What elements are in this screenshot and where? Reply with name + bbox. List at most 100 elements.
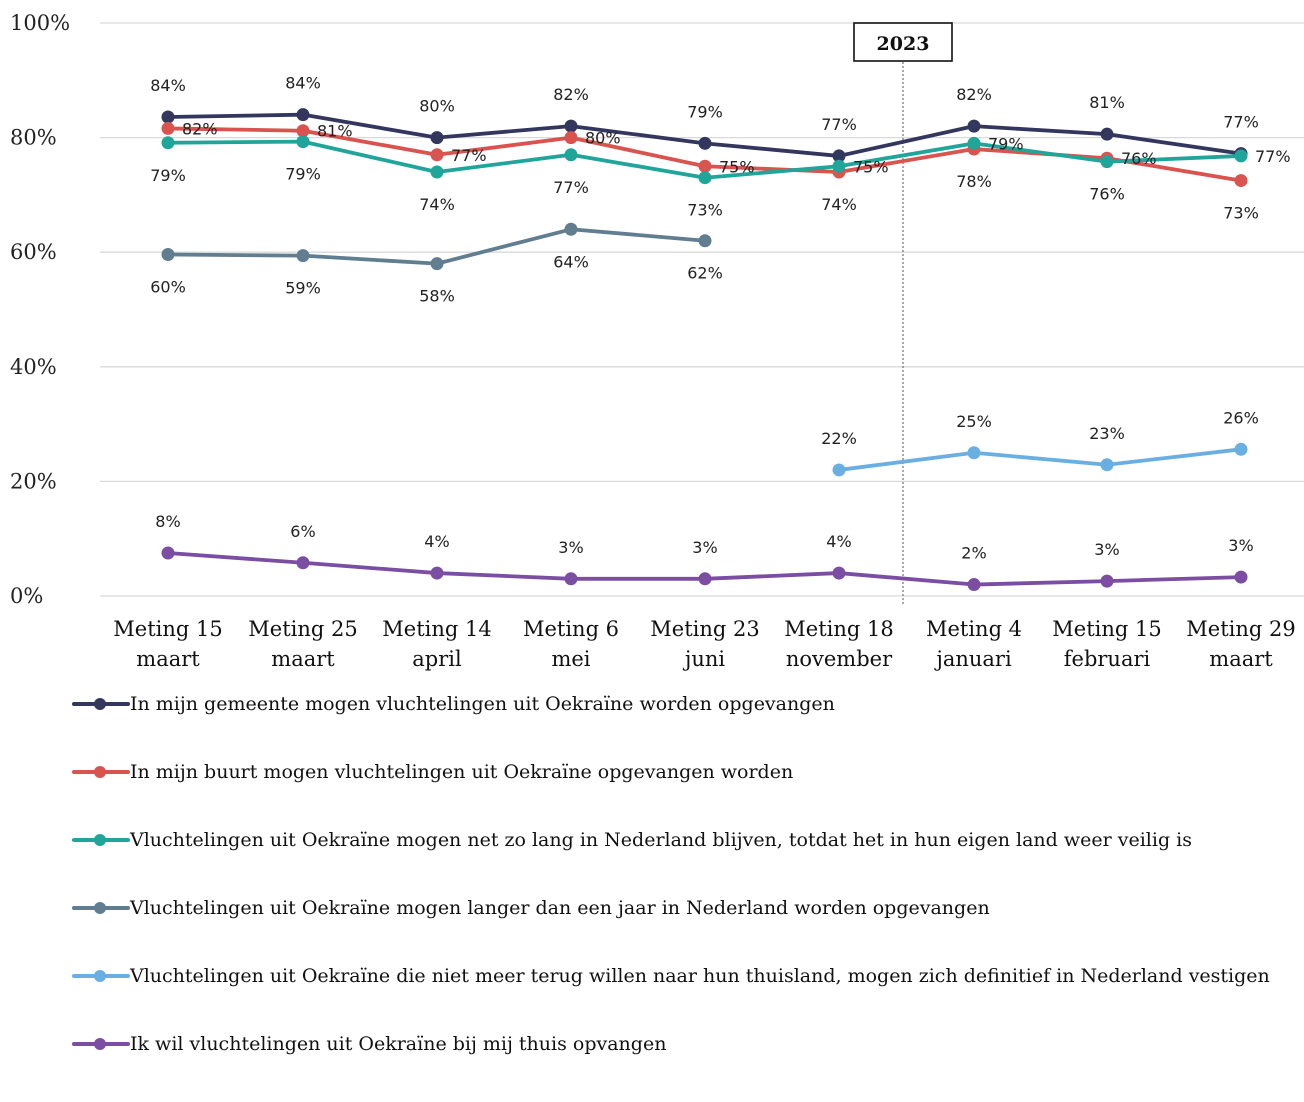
legend-swatch — [72, 762, 130, 784]
legend-label: Vluchtelingen uit Oekraïne die niet meer… — [130, 965, 1270, 987]
data-label: 79% — [687, 102, 723, 121]
x-category-label: Meting 14 — [382, 617, 491, 641]
series-point — [296, 124, 310, 138]
series-point — [967, 119, 981, 133]
data-label: 3% — [558, 538, 583, 557]
series-point — [698, 234, 712, 248]
x-category-label: april — [412, 647, 462, 671]
x-category-label: juni — [682, 647, 726, 671]
data-label: 4% — [826, 532, 851, 551]
data-label: 82% — [553, 85, 589, 104]
series-point — [161, 247, 175, 261]
x-category-label: mei — [551, 647, 590, 671]
legend-item: In mijn buurt mogen vluchtelingen uit Oe… — [72, 761, 1292, 830]
series-point — [1100, 155, 1114, 169]
series-point — [832, 149, 846, 163]
data-label: 26% — [1223, 408, 1259, 427]
data-label: 2% — [961, 544, 986, 563]
year-marker-label: 2023 — [877, 33, 930, 55]
series-point — [1100, 127, 1114, 141]
series-point — [832, 463, 846, 477]
y-tick-label: 0% — [10, 584, 43, 608]
series-point — [564, 222, 578, 236]
series-point — [967, 446, 981, 460]
data-label: 73% — [687, 201, 723, 220]
legend-item: Vluchtelingen uit Oekraïne mogen langer … — [72, 897, 1292, 966]
data-label: 77% — [553, 178, 589, 197]
x-category-label: februari — [1064, 647, 1151, 671]
series-point — [564, 148, 578, 162]
legend-item: Ik wil vluchtelingen uit Oekraïne bij mi… — [72, 1033, 1292, 1102]
data-label: 60% — [150, 277, 186, 296]
legend-label: In mijn buurt mogen vluchtelingen uit Oe… — [130, 761, 794, 783]
x-category-label: november — [786, 647, 893, 671]
x-category-label: Meting 6 — [523, 617, 619, 641]
data-label: 80% — [585, 129, 621, 148]
series-point — [832, 159, 846, 173]
series-point — [296, 135, 310, 149]
legend-swatch — [72, 1034, 130, 1056]
data-label: 79% — [988, 134, 1024, 153]
data-label: 77% — [1255, 147, 1291, 166]
data-label: 74% — [821, 195, 857, 214]
data-label: 74% — [419, 195, 455, 214]
data-label: 84% — [285, 74, 321, 93]
data-label: 76% — [1089, 185, 1125, 204]
data-label: 75% — [853, 157, 889, 176]
series-point — [430, 165, 444, 179]
data-label: 25% — [956, 412, 992, 431]
series-point — [1100, 574, 1114, 588]
series-point — [161, 136, 175, 150]
series-point — [161, 121, 175, 135]
series-point — [564, 119, 578, 133]
legend-swatch — [72, 898, 130, 920]
series-point — [430, 566, 444, 580]
x-category-label: Meting 25 — [248, 617, 357, 641]
series-point — [430, 148, 444, 162]
data-label: 58% — [419, 287, 455, 306]
data-label: 76% — [1121, 149, 1157, 168]
series-point — [1234, 174, 1248, 188]
series-point — [161, 110, 175, 124]
data-label: 64% — [553, 252, 589, 271]
series-point — [296, 249, 310, 263]
x-category-label: maart — [136, 647, 200, 671]
legend-item: In mijn gemeente mogen vluchtelingen uit… — [72, 693, 1292, 762]
y-tick-label: 40% — [10, 355, 57, 379]
data-label: 3% — [1094, 540, 1119, 559]
series-point — [430, 131, 444, 145]
x-category-label: Meting 29 — [1186, 617, 1295, 641]
series-point — [430, 257, 444, 271]
legend-swatch — [72, 966, 130, 988]
series-point — [296, 108, 310, 122]
data-label: 77% — [821, 115, 857, 134]
y-tick-label: 80% — [10, 126, 57, 150]
data-label: 73% — [1223, 204, 1259, 223]
series-point — [698, 136, 712, 150]
chart-legend: In mijn gemeente mogen vluchtelingen uit… — [72, 693, 1292, 1102]
data-label: 6% — [290, 522, 315, 541]
data-label: 77% — [451, 146, 487, 165]
legend-item: Vluchtelingen uit Oekraïne mogen net zo … — [72, 829, 1292, 898]
x-category-label: maart — [1209, 647, 1273, 671]
data-label: 79% — [285, 165, 321, 184]
x-category-label: Meting 15 — [113, 617, 222, 641]
legend-label: Vluchtelingen uit Oekraïne mogen net zo … — [130, 829, 1192, 851]
series-point — [1234, 570, 1248, 584]
data-label: 4% — [424, 532, 449, 551]
legend-swatch — [72, 694, 130, 716]
data-label: 82% — [956, 85, 992, 104]
legend-label: Ik wil vluchtelingen uit Oekraïne bij mi… — [130, 1033, 667, 1055]
legend-label: In mijn gemeente mogen vluchtelingen uit… — [130, 693, 835, 715]
series-line — [837, 447, 1243, 472]
data-label: 22% — [821, 429, 857, 448]
series-point — [832, 566, 846, 580]
series-point — [698, 572, 712, 586]
x-category-label: maart — [271, 647, 335, 671]
data-label: 79% — [150, 166, 186, 185]
series-point — [967, 578, 981, 592]
year-marker-box — [853, 22, 953, 62]
series-point — [967, 136, 981, 150]
data-label: 82% — [182, 119, 218, 138]
legend-swatch — [72, 830, 130, 852]
